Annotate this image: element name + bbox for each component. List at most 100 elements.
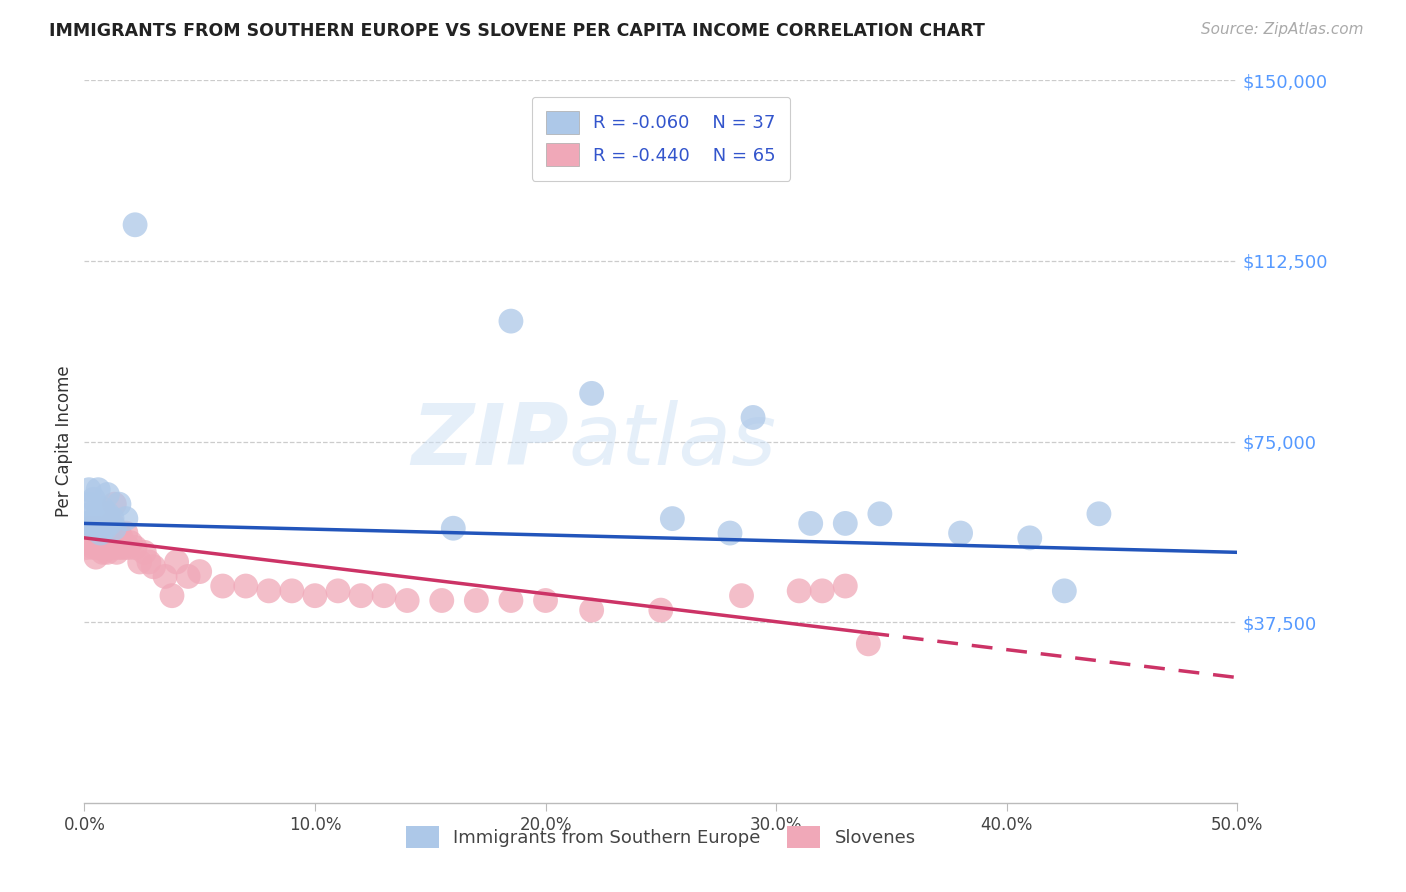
Point — [160, 589, 183, 603]
Point — [77, 521, 100, 535]
Point — [124, 218, 146, 232]
Point — [811, 583, 834, 598]
Point — [89, 526, 111, 541]
Point — [124, 541, 146, 555]
Point — [91, 531, 114, 545]
Point — [94, 526, 117, 541]
Point — [138, 555, 160, 569]
Point — [869, 507, 891, 521]
Point — [115, 526, 138, 541]
Point — [800, 516, 823, 531]
Point — [235, 579, 257, 593]
Point — [96, 487, 118, 501]
Point — [84, 531, 107, 545]
Point — [787, 583, 810, 598]
Point — [350, 589, 373, 603]
Point — [80, 507, 103, 521]
Point — [98, 526, 121, 541]
Point — [87, 507, 110, 521]
Point — [949, 526, 972, 541]
Point — [1088, 507, 1111, 521]
Y-axis label: Per Capita Income: Per Capita Income — [55, 366, 73, 517]
Point — [91, 516, 114, 531]
Point — [105, 545, 128, 559]
Point — [730, 589, 752, 603]
Point — [105, 531, 128, 545]
Point — [84, 550, 107, 565]
Point — [1053, 583, 1076, 598]
Point — [87, 541, 110, 555]
Point — [373, 589, 395, 603]
Point — [153, 569, 176, 583]
Point — [304, 589, 326, 603]
Point — [80, 521, 103, 535]
Point — [396, 593, 419, 607]
Point — [115, 511, 138, 525]
Point — [112, 541, 135, 555]
Point — [134, 545, 156, 559]
Legend: Immigrants from Southern Europe, Slovenes: Immigrants from Southern Europe, Slovene… — [399, 819, 922, 855]
Point — [87, 521, 110, 535]
Point — [718, 526, 741, 541]
Point — [103, 521, 125, 535]
Text: Source: ZipAtlas.com: Source: ZipAtlas.com — [1201, 22, 1364, 37]
Text: ZIP: ZIP — [411, 400, 568, 483]
Point — [166, 555, 188, 569]
Point — [142, 559, 165, 574]
Point — [120, 535, 142, 549]
Point — [188, 565, 211, 579]
Point — [77, 535, 100, 549]
Point — [465, 593, 488, 607]
Point — [76, 516, 98, 531]
Point — [80, 535, 103, 549]
Point — [110, 531, 132, 545]
Point — [83, 492, 105, 507]
Point — [257, 583, 280, 598]
Point — [91, 502, 114, 516]
Point — [742, 410, 765, 425]
Point — [177, 569, 200, 583]
Point — [98, 516, 121, 531]
Point — [96, 507, 118, 521]
Point — [108, 526, 131, 541]
Point — [83, 526, 105, 541]
Point — [499, 593, 522, 607]
Point — [89, 526, 111, 541]
Point — [96, 545, 118, 559]
Point — [117, 541, 139, 555]
Point — [94, 521, 117, 535]
Point — [211, 579, 233, 593]
Point — [77, 483, 100, 497]
Point — [83, 541, 105, 555]
Point — [98, 541, 121, 555]
Point — [834, 579, 856, 593]
Point — [834, 516, 856, 531]
Point — [661, 511, 683, 525]
Point — [281, 583, 304, 598]
Point — [101, 511, 124, 525]
Point — [89, 516, 111, 531]
Point — [581, 603, 603, 617]
Point — [76, 541, 98, 555]
Point — [83, 521, 105, 535]
Point — [581, 386, 603, 401]
Point — [89, 541, 111, 555]
Point — [96, 531, 118, 545]
Text: IMMIGRANTS FROM SOUTHERN EUROPE VS SLOVENE PER CAPITA INCOME CORRELATION CHART: IMMIGRANTS FROM SOUTHERN EUROPE VS SLOVE… — [49, 22, 986, 40]
Point — [101, 535, 124, 549]
Point — [87, 483, 110, 497]
Point — [108, 541, 131, 555]
Point — [1018, 531, 1040, 545]
Point — [84, 511, 107, 525]
Point — [80, 516, 103, 531]
Point — [650, 603, 672, 617]
Point — [101, 516, 124, 531]
Point — [77, 497, 100, 511]
Point — [534, 593, 557, 607]
Point — [94, 541, 117, 555]
Text: atlas: atlas — [568, 400, 776, 483]
Point — [103, 497, 125, 511]
Point — [128, 555, 150, 569]
Point — [326, 583, 349, 598]
Point — [84, 521, 107, 535]
